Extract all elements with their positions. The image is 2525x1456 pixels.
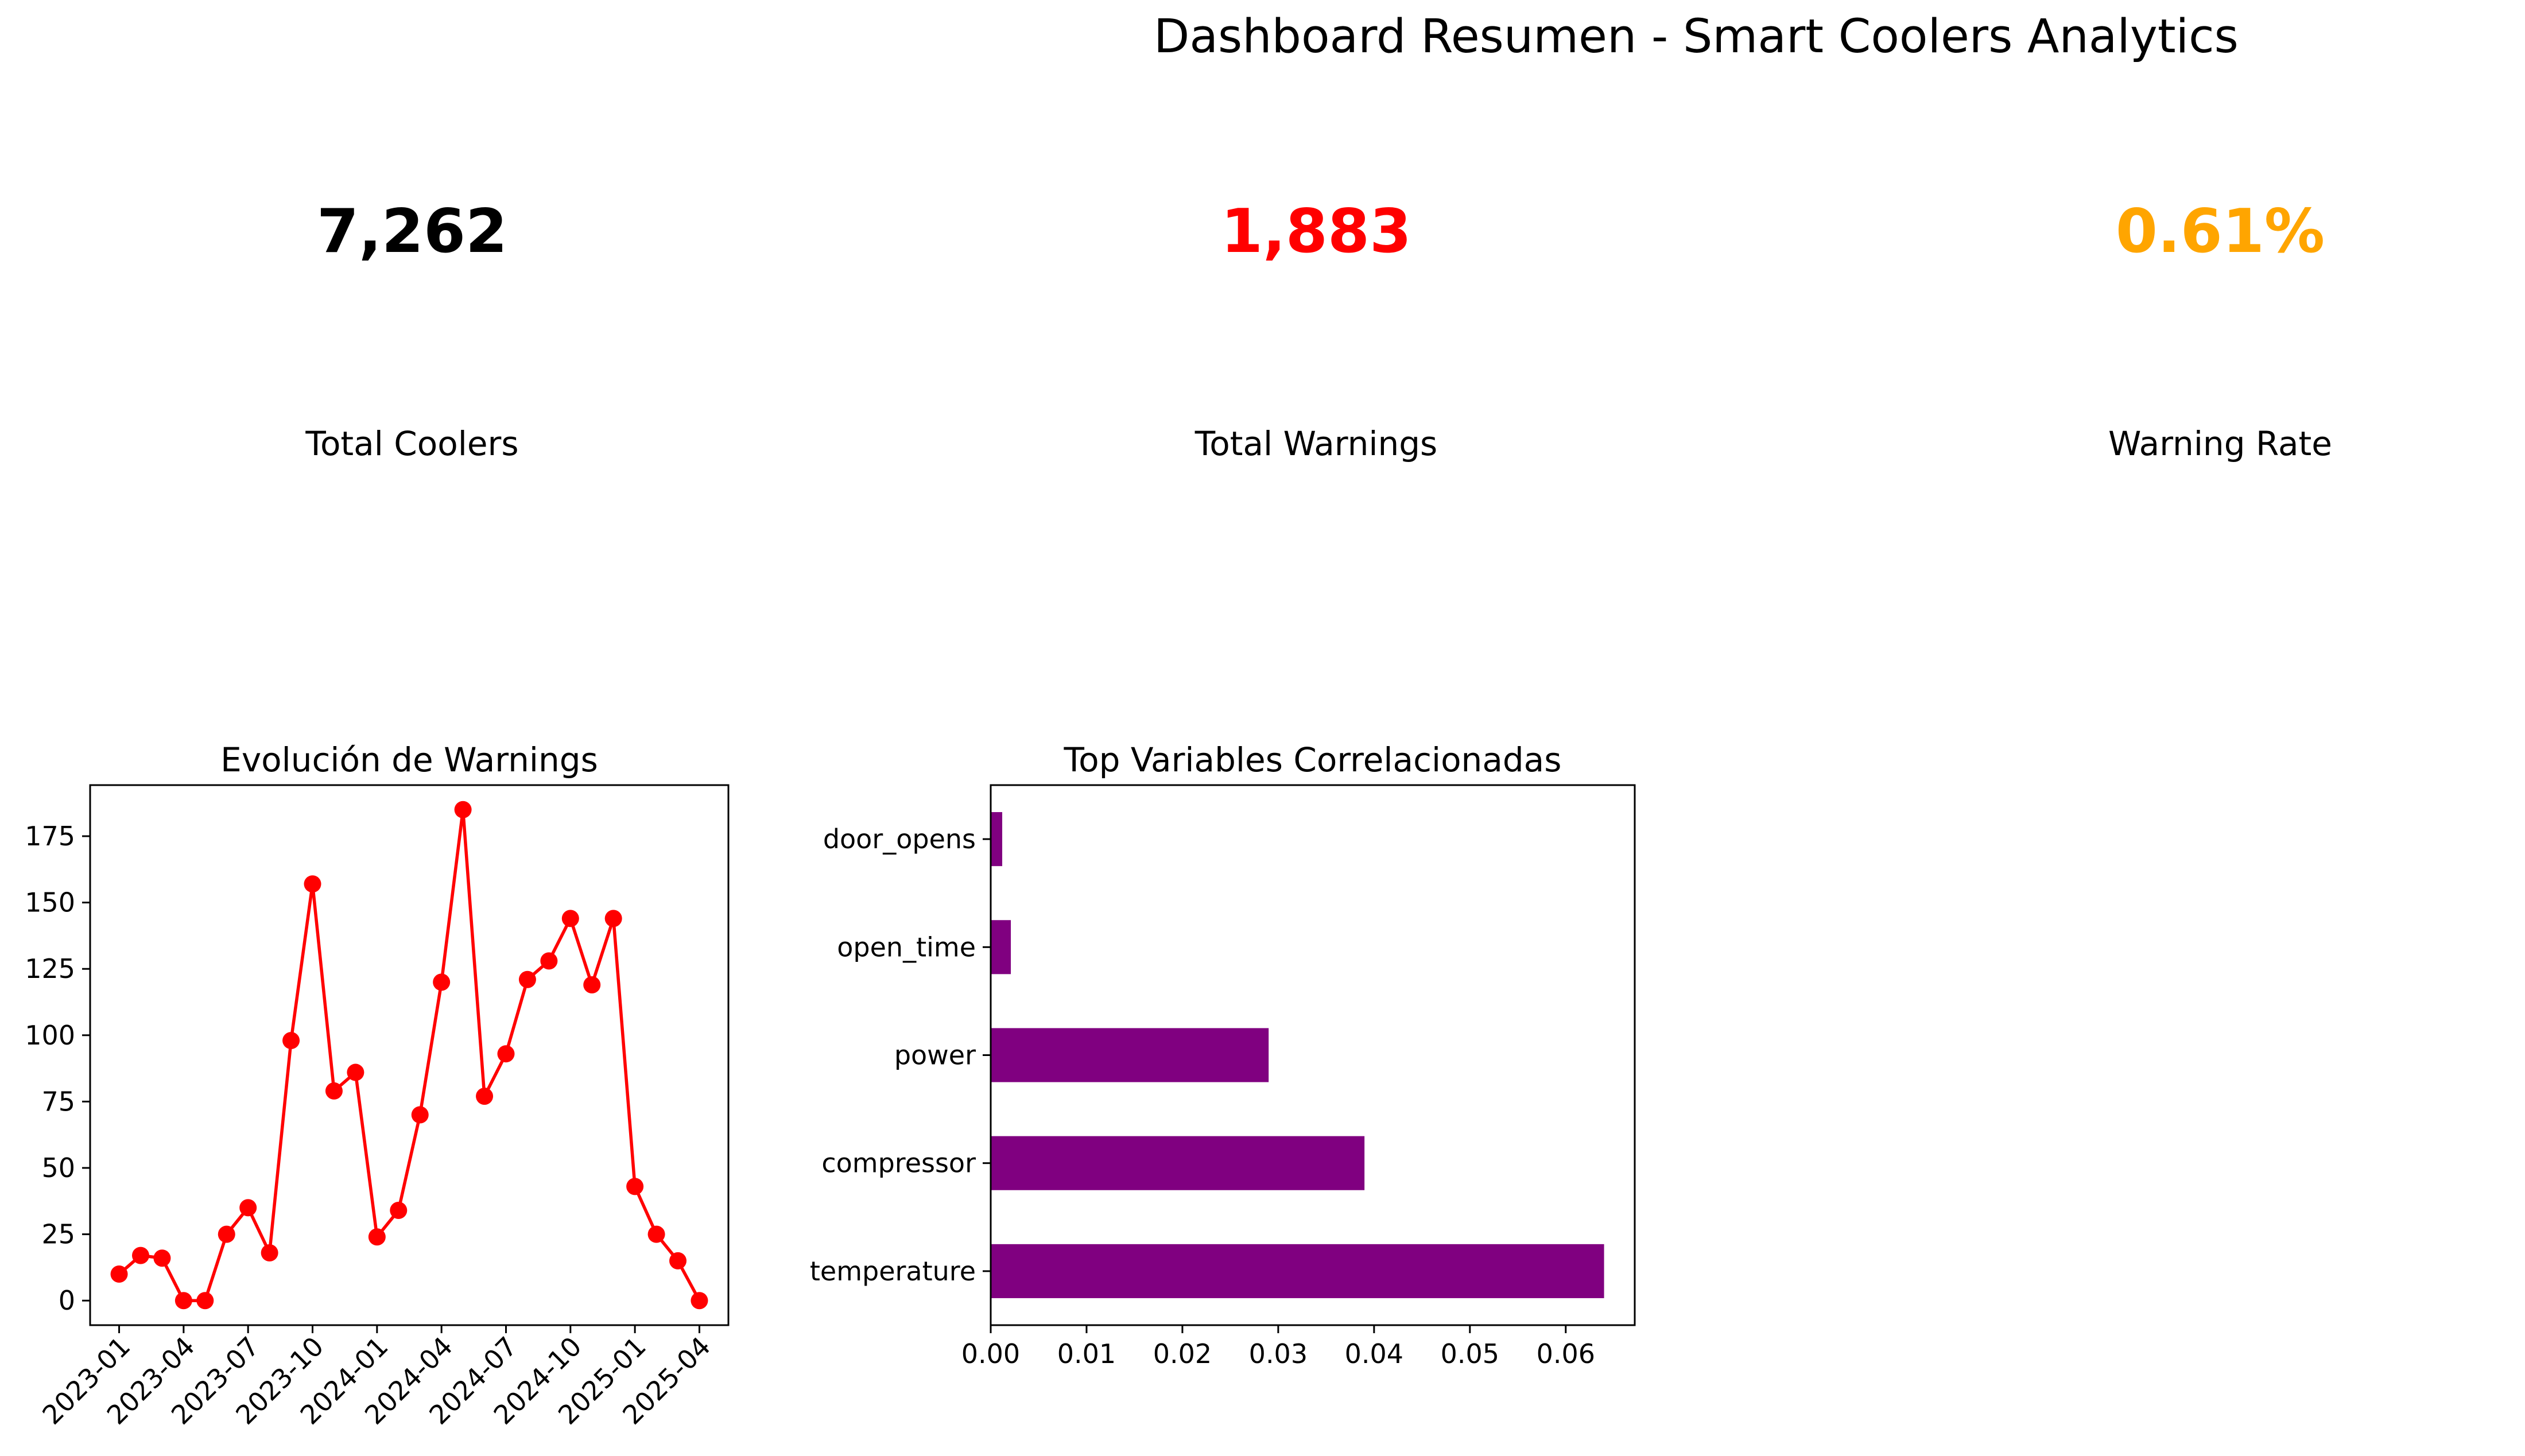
warnings-data-point: [626, 1178, 644, 1195]
warnings-data-point: [239, 1199, 257, 1217]
bar-compressor: [991, 1136, 1365, 1190]
x-tick-label: 0.01: [1057, 1338, 1116, 1369]
kpi-total-coolers-value: 7,262: [316, 196, 508, 266]
line-chart-title: Evolución de Warnings: [220, 740, 598, 779]
dashboard-title: Dashboard Resumen - Smart Coolers Analyt…: [1154, 10, 2239, 64]
warnings-data-point: [304, 875, 321, 893]
warnings-data-point: [604, 910, 622, 927]
kpi-warning-rate-value: 0.61%: [2115, 196, 2325, 266]
y-tick-label: 75: [41, 1086, 75, 1117]
warnings-data-point: [325, 1082, 343, 1100]
warnings-data-point: [218, 1225, 235, 1243]
warnings-data-point: [282, 1032, 300, 1050]
warnings-data-point: [691, 1292, 708, 1310]
x-tick-label: 0.06: [1537, 1338, 1595, 1369]
warnings-data-point: [153, 1249, 171, 1267]
warnings-data-point: [561, 910, 579, 927]
warnings-data-point: [347, 1063, 364, 1081]
y-tick-label: 50: [41, 1152, 75, 1183]
warnings-data-point: [261, 1244, 278, 1261]
warnings-data-point: [540, 952, 558, 970]
warnings-data-point: [583, 976, 601, 993]
bar-chart-title: Top Variables Correlacionadas: [1064, 740, 1562, 779]
y-tick-label: 125: [25, 953, 75, 984]
warnings-data-point: [476, 1088, 494, 1105]
warnings-data-point: [196, 1292, 214, 1310]
y-tick-label: 0: [59, 1285, 75, 1316]
warnings-data-point: [433, 973, 451, 991]
category-label: temperature: [810, 1256, 976, 1287]
category-label: door_opens: [823, 824, 976, 855]
warnings-data-point: [497, 1045, 515, 1063]
category-label: compressor: [821, 1148, 976, 1179]
warnings-data-point: [368, 1228, 386, 1246]
bar-door_opens: [991, 812, 1003, 867]
warnings-data-point: [647, 1225, 665, 1243]
warnings-data-point: [518, 970, 536, 988]
warnings-data-point: [454, 801, 472, 818]
warnings-series-line: [118, 808, 701, 1302]
warnings-data-point: [390, 1202, 408, 1220]
bar-open_time: [991, 920, 1011, 974]
x-tick-label: 0.03: [1249, 1338, 1308, 1369]
y-tick-label: 100: [25, 1020, 75, 1051]
warnings-data-point: [131, 1247, 149, 1264]
kpi-warning-rate-label: Warning Rate: [2108, 424, 2332, 463]
bar-chart-frame: [990, 784, 1636, 1326]
category-label: power: [894, 1040, 976, 1071]
x-tick-label: 0.04: [1345, 1338, 1403, 1369]
warnings-data-point: [669, 1252, 687, 1269]
warnings-data-point: [174, 1292, 192, 1310]
kpi-total-coolers-label: Total Coolers: [305, 424, 519, 463]
x-tick-label: 0.02: [1153, 1338, 1212, 1369]
warnings-data-point: [411, 1106, 429, 1124]
y-tick-label: 25: [41, 1219, 75, 1250]
x-tick-label: 0.00: [961, 1338, 1020, 1369]
x-tick-label: 0.05: [1441, 1338, 1499, 1369]
kpi-total-warnings-value: 1,883: [1220, 196, 1412, 266]
y-tick-label: 175: [25, 821, 75, 852]
warnings-data-point: [110, 1265, 128, 1283]
y-tick-label: 150: [25, 887, 75, 918]
kpi-total-warnings-label: Total Warnings: [1194, 424, 1438, 463]
bar-power: [991, 1028, 1269, 1082]
category-label: open_time: [837, 931, 976, 962]
line-chart-frame: [89, 784, 730, 1326]
bar-temperature: [991, 1244, 1604, 1298]
